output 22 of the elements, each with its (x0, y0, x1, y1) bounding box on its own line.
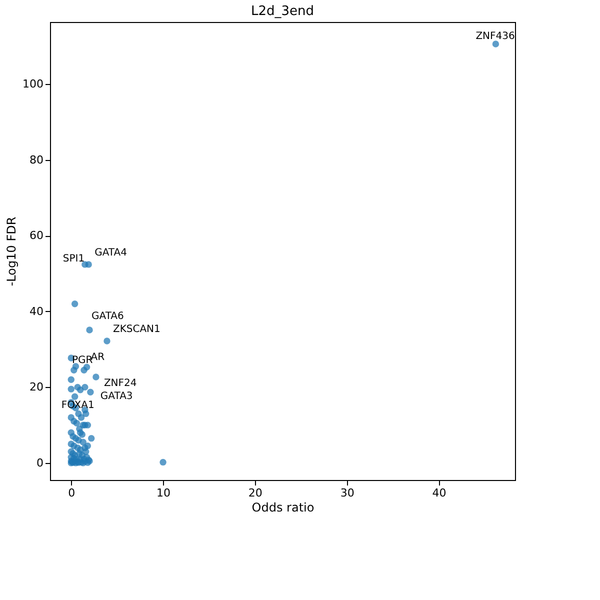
annotation: GATA4 (94, 247, 127, 258)
chart-title: L2d_3end (250, 4, 314, 19)
y-tick-label: 100 (22, 78, 44, 91)
x-tick-label: 30 (340, 486, 354, 500)
x-axis-title: Odds ratio (252, 500, 314, 514)
annotation: ZKSCAN1 (112, 324, 160, 335)
annotation: PGR (72, 355, 93, 366)
x-tick-label: 0 (68, 486, 76, 500)
annotation: GATA6 (92, 310, 124, 322)
y-tick-label: 20 (30, 380, 44, 394)
y-tick-label: 40 (30, 304, 44, 318)
y-axis-title: -Log10 FDR (4, 216, 19, 286)
y-tick-label: 0 (36, 456, 44, 470)
annotation: ZNF436 (476, 30, 515, 42)
x-tick-label: 20 (248, 486, 262, 500)
y-tick-label: 60 (30, 229, 44, 242)
y-tick-label: 80 (30, 153, 44, 166)
annotation: SPI1 (62, 253, 85, 264)
annotation: GATA3 (100, 391, 133, 402)
x-tick-label: 40 (432, 486, 446, 500)
annotation: ZNF24 (104, 378, 137, 389)
x-tick-label: 10 (156, 486, 171, 500)
